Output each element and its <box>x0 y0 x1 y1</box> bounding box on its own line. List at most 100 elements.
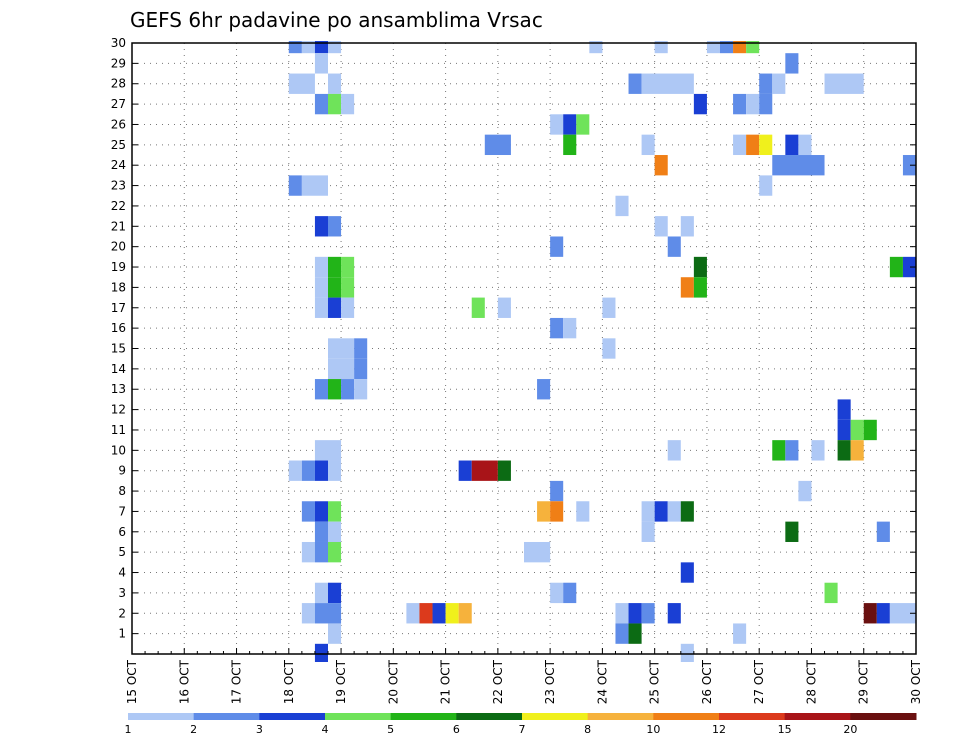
heatmap-cell <box>314 297 328 318</box>
heatmap-cell <box>328 521 342 542</box>
heatmap-cell <box>680 643 694 662</box>
heatmap-cell <box>680 277 694 298</box>
heatmap-cell <box>458 460 472 481</box>
heatmap-cell <box>667 603 681 624</box>
x-tick-label: 30 OCT <box>909 659 923 704</box>
y-tick-label: 25 <box>111 138 126 152</box>
y-tick-label: 8 <box>118 484 126 498</box>
heatmap-cell <box>798 134 812 156</box>
heatmap-cell <box>328 41 342 54</box>
heatmap-cell <box>628 623 642 644</box>
x-tick-label: 20 OCT <box>386 659 400 704</box>
heatmap-cell <box>328 358 355 380</box>
heatmap-cell <box>301 603 315 624</box>
heatmap-cell <box>863 419 877 441</box>
heatmap-cell <box>328 501 342 522</box>
heatmap-cell <box>328 216 342 237</box>
heatmap-cell <box>602 338 616 359</box>
y-tick-label: 17 <box>111 301 126 315</box>
heatmap-cell <box>314 41 328 54</box>
y-tick-label: 28 <box>111 77 126 91</box>
colorbar-label: 10 <box>646 723 660 736</box>
heatmap-cell <box>641 73 694 94</box>
heatmap-cell <box>759 93 773 115</box>
heatmap-cell <box>706 41 720 54</box>
heatmap-cell <box>641 134 655 156</box>
y-tick-label: 15 <box>111 342 126 356</box>
y-tick-label: 19 <box>111 260 126 274</box>
heatmap-cell <box>484 134 511 156</box>
colorbar-segment <box>784 713 851 720</box>
heatmap-cell <box>602 297 616 318</box>
heatmap-cell <box>576 501 590 522</box>
heatmap-cell <box>288 73 315 94</box>
heatmap-cell <box>301 460 315 481</box>
heatmap-cell <box>785 521 799 542</box>
heatmap-cell <box>889 256 903 278</box>
heatmap-cells <box>288 41 916 662</box>
heatmap-cell <box>301 41 315 54</box>
colorbar-segment <box>456 713 523 720</box>
heatmap-cell <box>680 562 694 583</box>
y-tick-label: 29 <box>111 56 126 70</box>
y-tick-label: 5 <box>118 545 126 559</box>
y-tick-label: 27 <box>111 97 126 111</box>
y-tick-label: 24 <box>111 158 126 172</box>
heatmap-cell <box>314 53 328 74</box>
heatmap-cell <box>314 440 342 461</box>
colorbar-segment <box>325 713 392 720</box>
colorbar-label: 5 <box>387 723 394 736</box>
heatmap-cell <box>863 603 877 624</box>
colorbar-segment <box>587 713 654 720</box>
heatmap-cell <box>314 521 328 542</box>
heatmap-cell <box>354 338 368 359</box>
heatmap-cell <box>902 256 916 278</box>
colorbar-segment <box>522 713 589 720</box>
colorbar-label: 8 <box>584 723 591 736</box>
heatmap-cell <box>537 379 551 400</box>
heatmap-cell <box>824 582 838 604</box>
x-tick-label: 22 OCT <box>491 659 505 704</box>
heatmap-cell <box>301 501 315 522</box>
heatmap-cell <box>550 236 564 257</box>
heatmap-cell <box>837 419 851 441</box>
heatmap-cell <box>837 440 851 461</box>
y-tick-label: 30 <box>111 36 126 50</box>
heatmap-cell <box>537 501 551 522</box>
y-tick-label: 6 <box>118 525 126 539</box>
heatmap-cell <box>772 73 786 94</box>
heatmap-cell <box>354 379 368 400</box>
y-tick-label: 21 <box>111 219 126 233</box>
heatmap-cell <box>785 53 799 74</box>
heatmap-cell <box>654 216 668 237</box>
heatmap-cell <box>876 603 890 624</box>
heatmap-cell <box>785 440 799 461</box>
heatmap-cell <box>328 256 342 278</box>
heatmap-cell <box>314 643 328 662</box>
heatmap-cell <box>563 114 577 135</box>
colorbar-label: 1 <box>125 723 132 736</box>
heatmap-cell <box>328 73 342 94</box>
x-tick-label: 18 OCT <box>282 659 296 704</box>
heatmap-cell <box>746 93 760 115</box>
heatmap-cell <box>341 277 355 298</box>
heatmap-cell <box>550 114 564 135</box>
heatmap-cell <box>576 114 590 135</box>
colorbar-label: 4 <box>322 723 329 736</box>
y-tick-label: 1 <box>118 627 126 641</box>
heatmap-cell <box>850 440 864 461</box>
heatmap-cell <box>733 134 747 156</box>
heatmap-cell <box>328 460 342 481</box>
x-tick-label: 29 OCT <box>857 659 871 704</box>
heatmap-cell <box>445 603 459 624</box>
heatmap-cell <box>419 603 433 624</box>
heatmap-cell <box>471 297 485 318</box>
heatmap-cell <box>811 440 825 461</box>
chart-title: GEFS 6hr padavine po ansamblima Vrsac <box>130 8 543 32</box>
heatmap-cell <box>889 603 916 624</box>
heatmap-cell <box>667 236 681 257</box>
heatmap-cell <box>615 603 629 624</box>
colorbar-segment <box>850 713 917 720</box>
heatmap-cell <box>328 277 342 298</box>
